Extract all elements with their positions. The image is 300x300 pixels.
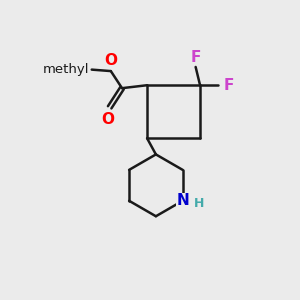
Text: O: O [102,112,115,127]
Text: N: N [176,193,189,208]
Text: methyl: methyl [43,63,89,76]
Text: O: O [104,52,117,68]
Text: H: H [194,197,204,210]
Text: F: F [190,50,201,64]
Text: F: F [224,78,234,93]
